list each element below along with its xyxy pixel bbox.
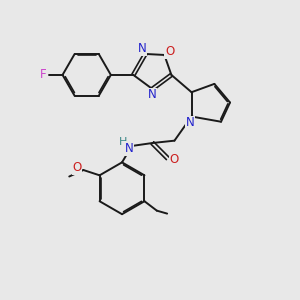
- Text: N: N: [137, 42, 146, 55]
- Text: N: N: [186, 116, 194, 130]
- Text: O: O: [72, 161, 82, 174]
- Text: F: F: [40, 68, 46, 81]
- Text: O: O: [165, 45, 174, 58]
- Text: N: N: [148, 88, 157, 101]
- Text: N: N: [125, 142, 134, 155]
- Text: H: H: [119, 137, 127, 147]
- Text: O: O: [169, 153, 179, 166]
